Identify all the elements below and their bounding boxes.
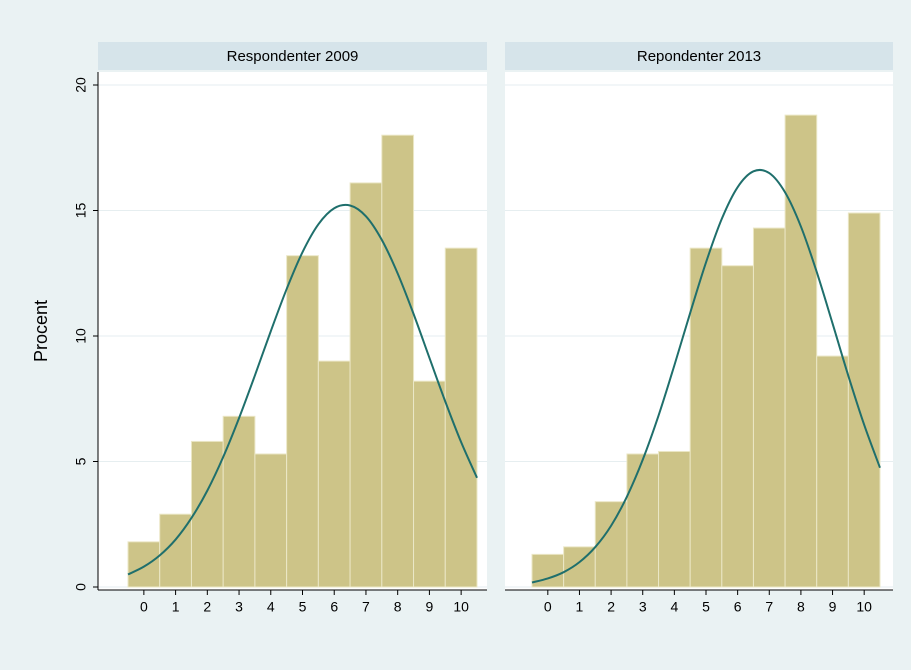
x-tick-label: 8 (797, 599, 805, 615)
panel-header (505, 42, 893, 70)
density-curve (127, 203, 478, 576)
x-tick-label: 8 (394, 599, 402, 615)
y-tick-label: 20 (73, 77, 89, 93)
x-tick-label: 3 (235, 599, 243, 615)
bar (444, 247, 478, 588)
x-tick-label: 6 (734, 599, 742, 615)
bar (222, 415, 256, 588)
x-tick-label: 7 (765, 599, 773, 615)
x-tick-label: 5 (702, 599, 710, 615)
y-axis-label: Procent (31, 300, 51, 362)
x-tick-label: 2 (607, 599, 615, 615)
x-tick-label: 6 (330, 599, 338, 615)
bar (286, 255, 319, 588)
y-tick-label: 10 (73, 328, 89, 344)
bar (413, 380, 446, 588)
x-tick-label: 3 (639, 599, 647, 615)
bar (784, 114, 818, 588)
bar (626, 453, 660, 588)
x-tick-label: 0 (140, 599, 148, 615)
x-tick-label: 9 (426, 599, 434, 615)
bar (847, 212, 881, 588)
bar (816, 355, 849, 588)
density-curve (531, 168, 881, 584)
x-tick-label: 4 (670, 599, 678, 615)
bar (317, 360, 351, 588)
bar (349, 182, 383, 588)
x-tick-label: 10 (453, 599, 469, 615)
panel-header (98, 42, 487, 70)
bar (752, 227, 786, 588)
bar (190, 440, 224, 588)
y-tick-label: 0 (73, 583, 89, 591)
bar (658, 450, 691, 588)
panel-title: Respondenter 2009 (227, 48, 359, 65)
bar (594, 501, 628, 588)
x-tick-label: 9 (829, 599, 837, 615)
x-tick-label: 2 (203, 599, 211, 615)
bar (689, 247, 723, 588)
x-tick-label: 7 (362, 599, 370, 615)
x-tick-label: 0 (544, 599, 552, 615)
bar (381, 134, 415, 588)
x-tick-label: 1 (172, 599, 180, 615)
x-tick-label: 1 (576, 599, 584, 615)
x-tick-label: 4 (267, 599, 275, 615)
y-tick-label: 5 (73, 457, 89, 465)
x-tick-label: 5 (299, 599, 307, 615)
bar (721, 265, 754, 588)
bar (254, 453, 288, 588)
y-tick-label: 15 (73, 203, 89, 219)
x-tick-label: 10 (856, 599, 872, 615)
panel-title: Repondenter 2013 (637, 48, 761, 65)
bar (127, 541, 161, 588)
